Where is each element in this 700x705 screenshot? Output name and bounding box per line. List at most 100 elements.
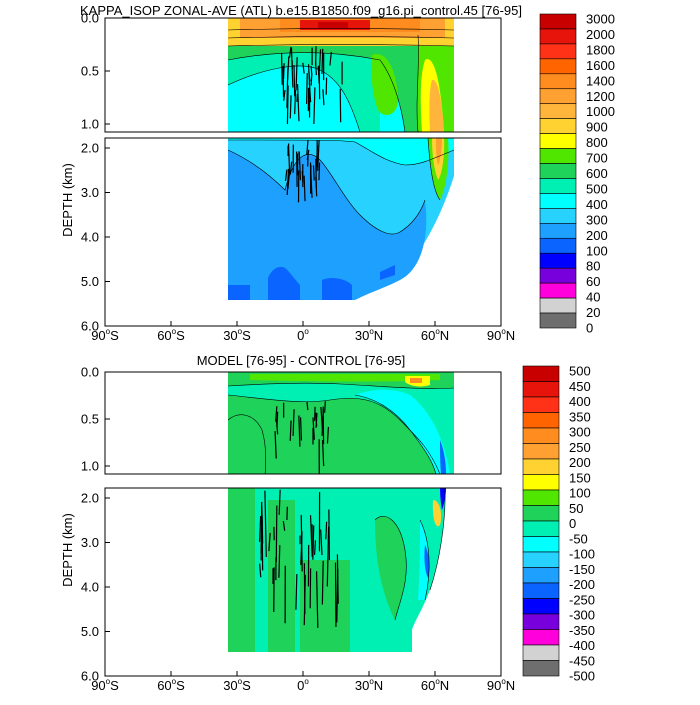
colorbar-label: -250: [569, 592, 595, 607]
colorbar-swatch: [540, 253, 576, 268]
colorbar-swatch: [540, 313, 576, 328]
contour-streak: [314, 165, 315, 180]
colorbar-label: 100: [569, 486, 591, 501]
colorbar-label: 400: [586, 197, 608, 212]
colorbar-swatch: [523, 444, 559, 460]
colorbar-label: 40: [586, 290, 600, 305]
colorbar-swatch: [523, 630, 559, 646]
chart-1-colorbar: 3000200018001600140012001000900800700600…: [540, 12, 615, 336]
colorbar-swatch: [523, 599, 559, 615]
colorbar-swatch: [523, 614, 559, 630]
chart-2-title: MODEL [76-95] - CONTROL [76-95]: [197, 353, 406, 368]
colorbar-label: 200: [586, 228, 608, 243]
colorbar-swatch: [540, 298, 576, 313]
chart-1-ylabel: DEPTH (km): [60, 163, 75, 237]
colorbar-label: 1200: [586, 89, 615, 104]
colorbar-swatch: [540, 74, 576, 89]
colorbar-swatch: [540, 178, 576, 193]
colorbar-label: 450: [569, 379, 591, 394]
ytick-label: 0.0: [81, 365, 99, 380]
colorbar-label: -300: [569, 608, 595, 623]
colorbar-swatch: [540, 134, 576, 149]
colorbar-swatch: [523, 490, 559, 506]
colorbar-swatch: [540, 238, 576, 253]
colorbar-label: -400: [569, 638, 595, 653]
chart-2-colorbar: 500450400350300250200150100500-50-100-15…: [523, 364, 595, 684]
colorbar-label: 600: [586, 166, 608, 181]
colorbar-label: 350: [569, 409, 591, 424]
colorbar-label: 200: [569, 455, 591, 470]
colorbar-label: 0: [586, 321, 593, 336]
chart-2-ylabel: DEPTH (km): [60, 513, 75, 587]
contour-streak: [299, 151, 300, 164]
colorbar-swatch: [540, 283, 576, 298]
chart-1-lower-field: [228, 138, 454, 300]
colorbar-swatch: [540, 223, 576, 238]
colorbar-label: 3000: [586, 12, 615, 27]
ytick-label: 1.0: [81, 459, 99, 474]
xtick-label: 30oS: [223, 327, 251, 343]
xtick-label: 30oN: [355, 327, 383, 343]
contour-streak: [290, 95, 291, 118]
colorbar-label: -150: [569, 562, 595, 577]
colorbar-swatch: [540, 149, 576, 164]
ytick-label: 3.0: [81, 535, 99, 550]
colorbar-label: -450: [569, 653, 595, 668]
colorbar-label: 500: [569, 364, 591, 379]
colorbar-label: 0: [569, 516, 576, 531]
colorbar-swatch: [523, 645, 559, 661]
contour-streak: [284, 63, 285, 79]
colorbar-swatch: [523, 506, 559, 522]
chart-2-upper-field: [228, 372, 454, 474]
colorbar-swatch: [540, 89, 576, 104]
contour-streak: [307, 402, 308, 410]
colorbar-label: -100: [569, 547, 595, 562]
contour-streak: [304, 563, 305, 614]
colorbar-swatch: [540, 119, 576, 134]
contour-streak: [326, 522, 327, 540]
colorbar-swatch: [540, 208, 576, 223]
colorbar-label: 60: [586, 274, 600, 289]
colorbar-swatch: [540, 268, 576, 283]
ytick-label: 3.0: [81, 185, 99, 200]
xtick-label: 0o: [297, 327, 309, 343]
colorbar-swatch: [523, 568, 559, 584]
contour-streak: [337, 554, 338, 603]
contour-streak: [294, 65, 295, 96]
colorbar-swatch: [540, 44, 576, 59]
colorbar-label: -350: [569, 623, 595, 638]
xtick-label: 60oN: [421, 327, 449, 343]
contour-streak: [322, 49, 323, 74]
colorbar-swatch: [523, 428, 559, 444]
ytick-label: 4.0: [81, 580, 99, 595]
xtick-label: 90oN: [487, 327, 515, 343]
colorbar-label: 20: [586, 305, 600, 320]
colorbar-swatch: [540, 29, 576, 44]
colorbar-swatch: [523, 397, 559, 413]
contour-streak: [290, 421, 291, 441]
contour-streak: [301, 417, 302, 440]
ytick-label: 0.0: [81, 11, 99, 26]
contour-streak: [319, 163, 320, 181]
contour-streak: [282, 53, 283, 85]
colorbar-swatch: [523, 413, 559, 429]
chart-1-title: KAPPA_ISOP ZONAL-AVE (ATL) b.e15.B1850.f…: [80, 3, 522, 18]
colorbar-swatch: [540, 193, 576, 208]
colorbar-label: 80: [586, 259, 600, 274]
ytick-label: 5.0: [81, 274, 99, 289]
colorbar-swatch: [540, 104, 576, 119]
xtick-label: 30oN: [355, 677, 383, 693]
colorbar-swatch: [523, 475, 559, 491]
colorbar-label: 100: [586, 243, 608, 258]
ytick-label: 2.0: [81, 491, 99, 506]
contour-streak: [287, 85, 288, 123]
colorbar-swatch: [523, 521, 559, 537]
contour-streak: [322, 561, 323, 605]
colorbar-label: 1800: [586, 42, 615, 57]
colorbar-swatch: [523, 366, 559, 382]
colorbar-label: -200: [569, 577, 595, 592]
contour-streak: [302, 171, 303, 183]
